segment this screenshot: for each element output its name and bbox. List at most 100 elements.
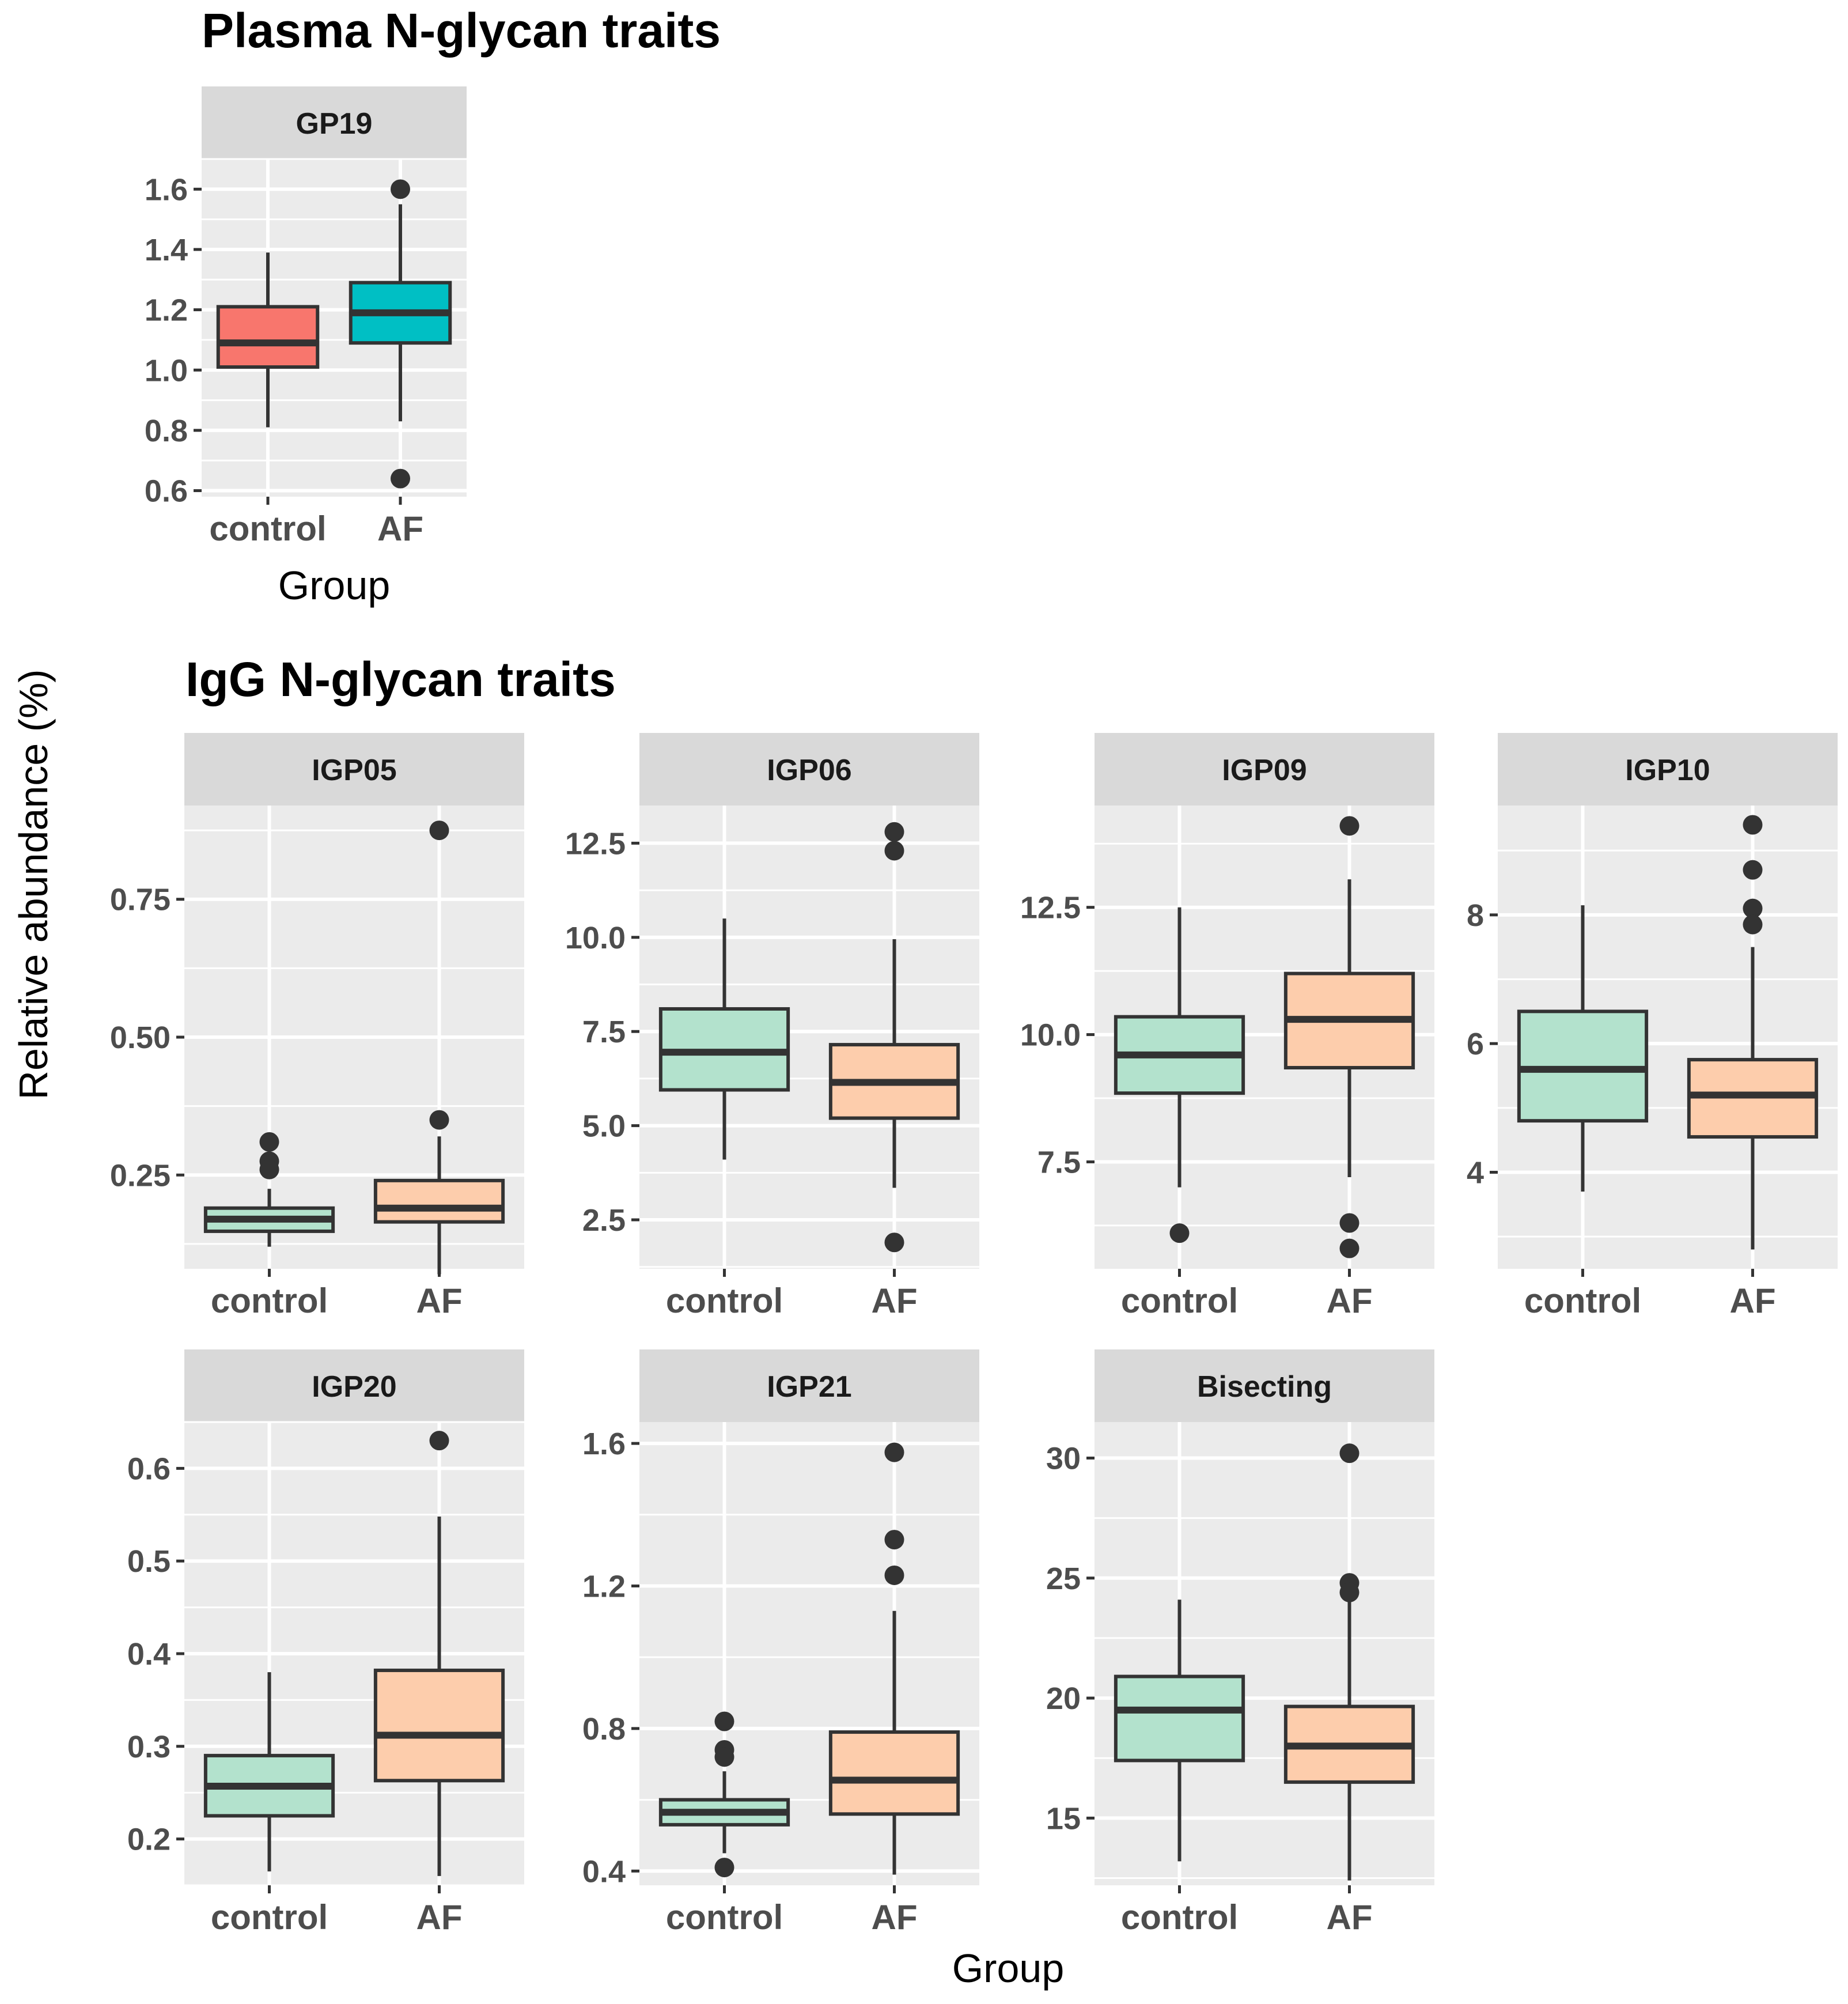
y-tick-label: 12.5 [1020,891,1081,925]
y-tick-label: 1.0 [145,353,188,388]
outlier-point [1169,1223,1190,1243]
y-tick-label: 1.2 [582,1569,626,1604]
outlier-point [1743,914,1763,935]
y-tick-label: 0.6 [127,1451,171,1486]
facet-igp20: IGP20 0.2 0.3 0.4 0.5 0.6 control AF [127,1349,524,1937]
y-tick-label: 0.4 [582,1854,626,1889]
facet-strip [1498,733,1838,806]
facet-strip [1095,733,1434,806]
facet-label: IGP05 [312,754,396,787]
outlier-point [884,1442,904,1462]
outlier-point [714,1711,734,1731]
facet-label: GP19 [296,107,373,141]
y-axis-title: Relative abundance (%) [11,669,56,1099]
y-tick-label: 2.5 [582,1203,626,1238]
x-tick-label: control [211,1281,328,1320]
outlier-point [884,822,904,842]
box-control [216,305,320,369]
x-tick-label: AF [872,1281,918,1320]
outlier-point [429,1110,449,1130]
outlier-point [391,468,410,489]
facet-label: IGP06 [767,754,851,787]
x-tick-label: control [1121,1898,1238,1937]
x-tick-label: AF [377,509,423,548]
outlier-point [1339,1238,1360,1258]
facet-label: IGP21 [767,1370,851,1404]
outlier-point [714,1747,734,1767]
y-tick-label: 6 [1467,1027,1484,1061]
x-tick-label: control [666,1281,783,1320]
y-tick-label: 0.2 [127,1822,171,1857]
facet-gp19: GP19 0.6 0.8 1.0 1.2 1.4 1.6 control AF [145,86,467,548]
box-af [828,1730,960,1816]
facet-label: Bisecting [1197,1370,1332,1404]
y-tick-label: 1.2 [145,293,188,328]
outlier-point [259,1132,279,1152]
y-tick-label: 0.8 [145,414,188,448]
facet-bisecting: Bisecting 15 20 25 30 control AF [1046,1349,1434,1937]
facet-strip [639,1349,979,1422]
facet-igp06: IGP06 2.5 5.0 7.5 10.0 12.5 control AF [565,733,979,1320]
facet-igp09: IGP09 7.5 10.0 12.5 control AF [1020,733,1434,1320]
y-tick-label: 1.6 [145,172,188,207]
y-tick-label: 10.0 [565,921,626,955]
x-tick-label: control [209,509,326,548]
facet-label: IGP09 [1222,754,1307,787]
x-tick-label: AF [416,1281,463,1320]
x-tick-label: control [666,1898,783,1937]
y-tick-label: 12.5 [565,826,626,861]
y-tick-label: 8 [1467,898,1484,933]
box-af [373,1178,505,1224]
y-tick-label: 0.5 [127,1544,171,1579]
outlier-point [714,1858,734,1878]
x-tick-label: control [1524,1281,1641,1320]
y-tick-label: 30 [1046,1441,1081,1476]
facet-label: IGP20 [312,1370,396,1404]
y-tick-label: 0.4 [127,1637,171,1672]
y-tick-label: 0.50 [110,1020,171,1055]
y-tick-label: 5.0 [582,1109,626,1144]
outlier-point [1339,1213,1360,1233]
facet-strip [184,733,524,806]
outlier-point [884,1232,904,1253]
x-tick-label: AF [1327,1281,1373,1320]
facet-strip [1095,1349,1434,1422]
outlier-point [884,1565,904,1585]
x-tick-label: AF [416,1898,463,1937]
y-tick-label: 0.25 [110,1158,171,1193]
outlier-point [1339,1582,1360,1602]
y-tick-label: 10.0 [1020,1018,1081,1053]
y-tick-label: 0.75 [110,883,171,917]
facet-strip [184,1349,524,1422]
y-tick-label: 15 [1046,1801,1081,1836]
outlier-point [1339,1443,1360,1464]
x-tick-label: control [1121,1281,1238,1320]
y-tick-label: 20 [1046,1681,1081,1716]
igg-x-axis-title: Group [952,1946,1065,1991]
y-tick-label: 0.3 [127,1730,171,1764]
outlier-point [884,841,904,861]
box-control [1114,1674,1245,1763]
y-tick-label: 1.4 [145,233,188,267]
outlier-point [884,1530,904,1550]
y-tick-label: 4 [1467,1156,1484,1190]
y-tick-label: 0.8 [582,1712,626,1746]
y-tick-label: 0.6 [145,474,188,509]
facet-strip [639,733,979,806]
y-tick-label: 25 [1046,1561,1081,1596]
x-tick-label: AF [872,1898,918,1937]
facet-igp05: IGP05 0.25 0.50 0.75 control AF [110,733,524,1320]
outlier-point [1743,860,1763,880]
outlier-point [259,1159,279,1179]
x-tick-label: AF [1327,1898,1373,1937]
facet-strip [202,86,467,159]
outlier-point [429,820,449,841]
x-tick-label: control [211,1898,328,1937]
plasma-section-title: Plasma N-glycan traits [202,3,721,58]
panel-background [1095,1422,1434,1885]
plasma-x-axis-title: Group [278,563,391,608]
facet-igp10: IGP10 4 6 8 control AF [1467,733,1838,1320]
y-tick-label: 7.5 [582,1015,626,1049]
